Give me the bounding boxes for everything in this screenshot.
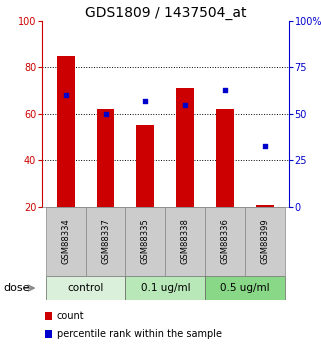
Point <box>103 111 108 117</box>
Bar <box>86 207 126 276</box>
Bar <box>45 330 52 337</box>
Bar <box>45 312 52 319</box>
Bar <box>126 207 165 276</box>
Title: GDS1809 / 1437504_at: GDS1809 / 1437504_at <box>84 6 246 20</box>
Bar <box>205 276 285 300</box>
Text: percentile rank within the sample: percentile rank within the sample <box>57 329 222 339</box>
Bar <box>126 276 205 300</box>
Text: control: control <box>67 283 104 293</box>
Text: GSM88399: GSM88399 <box>260 219 270 264</box>
Text: GSM88337: GSM88337 <box>101 219 110 264</box>
Bar <box>57 56 74 207</box>
Text: 0.1 ug/ml: 0.1 ug/ml <box>141 283 190 293</box>
Bar <box>46 207 86 276</box>
Bar <box>216 109 234 207</box>
Text: dose: dose <box>3 283 30 293</box>
Text: count: count <box>57 311 84 321</box>
Bar <box>205 207 245 276</box>
Bar <box>245 207 285 276</box>
Point <box>63 92 68 98</box>
Point <box>143 98 148 104</box>
Text: GSM88335: GSM88335 <box>141 219 150 264</box>
Text: GSM88338: GSM88338 <box>181 219 190 264</box>
Point <box>262 143 267 148</box>
Text: GSM88334: GSM88334 <box>61 219 70 264</box>
Bar <box>256 205 274 207</box>
Point <box>183 102 188 107</box>
Point <box>222 87 228 92</box>
Text: 0.5 ug/ml: 0.5 ug/ml <box>220 283 270 293</box>
Bar <box>46 276 126 300</box>
Bar <box>165 207 205 276</box>
Bar <box>97 109 115 207</box>
Text: GSM88336: GSM88336 <box>221 219 230 264</box>
Bar <box>136 126 154 207</box>
Bar <box>176 88 194 207</box>
